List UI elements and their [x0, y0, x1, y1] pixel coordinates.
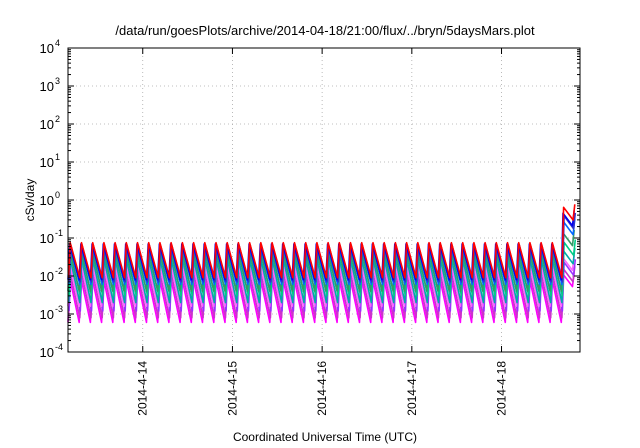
series-line: [67, 270, 575, 324]
y-tick-label-exp: -3: [55, 304, 63, 314]
y-axis-label: cSv/day: [23, 179, 37, 222]
y-tick-label-base: 10: [40, 79, 54, 94]
x-axis-label: Coordinated Universal Time (UTC): [233, 430, 417, 444]
y-tick-label-exp: 3: [55, 76, 60, 86]
series-line: [67, 266, 576, 319]
y-tick-label-base: 10: [40, 231, 54, 246]
y-tick-label-exp: 0: [55, 190, 60, 200]
series-line: [67, 254, 575, 307]
y-tick-label-base: 10: [40, 41, 54, 56]
y-tick-label-base: 10: [40, 193, 54, 208]
series-line: [67, 247, 576, 304]
y-tick-label-base: 10: [40, 155, 54, 170]
x-tick-label: 2014-4-14: [136, 361, 150, 416]
y-tick-label-base: 10: [40, 345, 54, 360]
x-tick-label: 2014-4-15: [225, 361, 239, 416]
x-tick-label: 2014-4-16: [315, 361, 329, 416]
y-tick-label-base: 10: [40, 117, 54, 132]
y-tick-label-exp: -2: [55, 266, 63, 276]
y-tick-label-exp: 4: [55, 38, 60, 48]
y-tick-label-exp: -1: [55, 228, 63, 238]
y-tick-label-exp: 2: [55, 114, 60, 124]
series-group: [67, 204, 577, 324]
y-tick-label-exp: 1: [55, 152, 60, 162]
series-line: [67, 204, 576, 279]
y-tick-label-base: 10: [40, 269, 54, 284]
chart-title: /data/run/goesPlots/archive/2014-04-18/2…: [115, 23, 535, 38]
y-tick-label-base: 10: [40, 307, 54, 322]
x-tick-label: 2014-4-18: [495, 361, 509, 416]
x-axis: 2014-4-14 2014-4-15 2014-4-16 2014-4-17 2014…: [136, 48, 509, 416]
series-line: [67, 210, 575, 281]
y-tick-label-exp: -4: [55, 342, 63, 352]
series-line: [67, 229, 575, 292]
x-tick-label: 2014-4-17: [405, 361, 419, 416]
